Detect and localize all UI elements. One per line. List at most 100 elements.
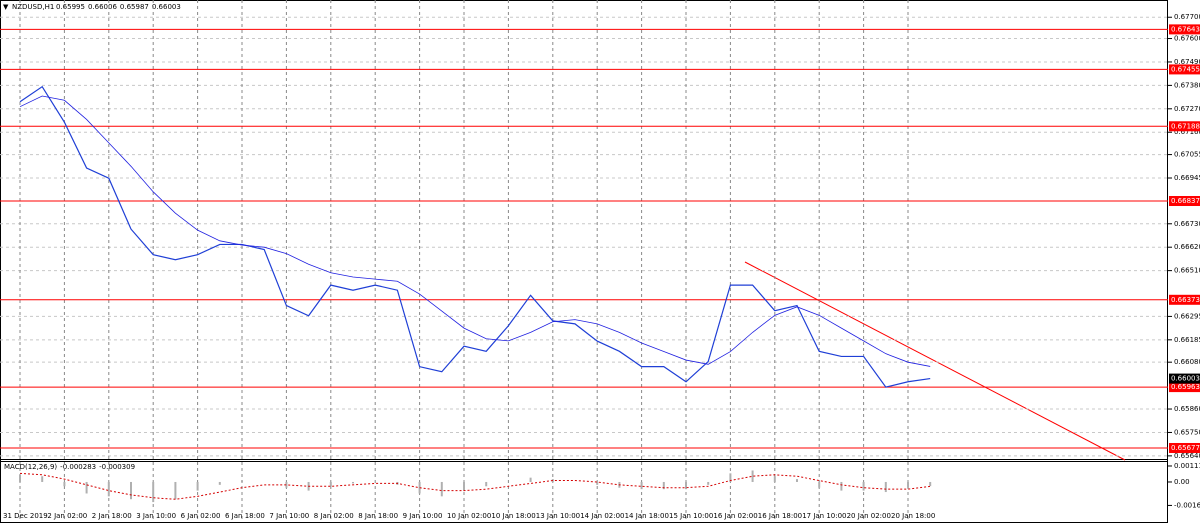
level-label-bg — [1169, 442, 1200, 453]
macd-readout: MACD(12,26,9) -0.000283 -0.000309 — [4, 463, 135, 471]
macd-bar — [329, 481, 332, 487]
x-tick-label: 31 Dec 2019 — [3, 512, 48, 520]
macd-bar — [529, 477, 532, 482]
ohlc-value: 0.65995 — [56, 3, 85, 11]
x-tick-label: 20 Jan 18:00 — [891, 512, 935, 520]
ohlc-readout: 0.65995 0.66006 0.65987 0.66003 — [56, 3, 181, 11]
y-tick-label: 0.66185 — [1174, 336, 1200, 344]
macd-text: MACD(12,26,9) — [4, 463, 57, 471]
macd-bar — [130, 481, 132, 500]
y-tick-label: 0.66945 — [1174, 174, 1200, 182]
macd-bar — [818, 481, 821, 488]
y-tick-label: 0.66295 — [1174, 312, 1200, 320]
macd-bar — [418, 481, 421, 494]
x-tick-label: 6 Jan 18:00 — [225, 512, 265, 520]
ohlc-value: 0.65987 — [120, 3, 149, 11]
macd-bar — [485, 481, 488, 487]
macd-bar — [729, 473, 732, 482]
trend-line — [744, 261, 1126, 461]
price-line — [19, 85, 931, 388]
x-tick-label: 2 Jan 18:00 — [92, 512, 132, 520]
level-label: 0.67643 — [1171, 25, 1200, 33]
macd-bar — [862, 481, 865, 491]
level-label: 0.67188 — [1171, 122, 1200, 130]
macd-bar — [463, 481, 465, 491]
macd-bar — [929, 481, 932, 487]
macd-bar — [707, 481, 710, 485]
macd-bar — [85, 481, 88, 494]
ohlc-value: 0.66006 — [88, 3, 117, 11]
macd-bar — [174, 481, 177, 500]
macd-text: -0.000283 — [60, 463, 96, 471]
x-tick-label: 20 Jan 02:00 — [847, 512, 891, 520]
level-label-bg — [1169, 121, 1200, 132]
macd-bar — [285, 481, 288, 488]
macd-bar — [840, 481, 843, 491]
macd-bar — [41, 476, 44, 482]
macd-bar — [352, 481, 354, 484]
x-tick-label: 8 Jan 02:00 — [314, 512, 354, 520]
x-tick-label: 15 Jan 10:00 — [669, 512, 713, 520]
symbol: NZDUSD,H1 — [12, 3, 54, 11]
macd-bar — [796, 479, 798, 482]
x-tick-label: 2 Jan 02:00 — [47, 512, 87, 520]
current-price-label: 0.66003 — [1171, 375, 1200, 383]
level-label-bg — [1169, 196, 1200, 207]
macd-bar — [640, 481, 643, 490]
x-tick-label: 10 Jan 02:00 — [447, 512, 491, 520]
price-line — [19, 95, 931, 367]
x-tick-label: 10 Jan 18:00 — [491, 512, 535, 520]
macd-bar — [440, 481, 443, 497]
level-label: 0.65677 — [1171, 444, 1200, 452]
level-label: 0.65963 — [1171, 383, 1200, 391]
macd-signal — [19, 472, 931, 500]
macd-bar — [152, 481, 155, 503]
macd-bar — [596, 481, 599, 485]
level-label-bg — [1169, 382, 1200, 393]
level-label: 0.66373 — [1171, 296, 1200, 304]
x-tick-label: 9 Jan 10:00 — [403, 512, 443, 520]
macd-bar — [662, 481, 665, 490]
macd-text: -0.000309 — [99, 463, 135, 471]
x-tick-label: 16 Jan 18:00 — [758, 512, 802, 520]
x-tick-label: 7 Jan 10:00 — [269, 512, 309, 520]
y-tick-label: 0.001113 — [1174, 462, 1200, 470]
price-label-bg — [1169, 373, 1200, 384]
x-tick-label: 6 Jan 02:00 — [181, 512, 221, 520]
macd-bar — [107, 481, 110, 497]
macd-bar — [907, 481, 909, 488]
macd-bar — [196, 481, 199, 491]
x-tick-label: 17 Jan 10:00 — [802, 512, 846, 520]
x-tick-label: 3 Jan 10:00 — [136, 512, 176, 520]
level-label: 0.66837 — [1171, 197, 1200, 205]
y-tick-label: 0.00 — [1174, 478, 1190, 486]
y-tick-label: 0.67055 — [1174, 151, 1200, 159]
macd-bar — [218, 481, 221, 485]
macd-bar — [751, 470, 754, 482]
x-tick-label: 14 Jan 18:00 — [625, 512, 669, 520]
x-tick-label: 14 Jan 02:00 — [580, 512, 624, 520]
macd-bar — [773, 476, 776, 482]
x-tick-label: 16 Jan 02:00 — [713, 512, 757, 520]
macd-bar — [884, 481, 887, 493]
menu-arrow: ▼ — [3, 3, 9, 11]
x-tick-label: 13 Jan 10:00 — [536, 512, 580, 520]
plot-frame — [0, 0, 1168, 523]
level-label-bg — [1169, 24, 1200, 35]
macd-bar — [685, 481, 687, 490]
macd-bar — [241, 480, 243, 482]
